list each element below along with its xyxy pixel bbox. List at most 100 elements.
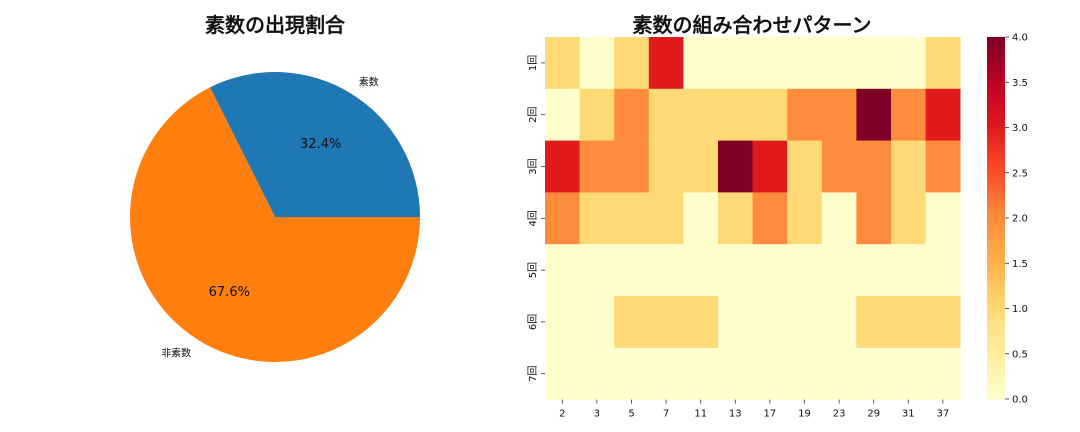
colorbar-tick-label: 0.5 xyxy=(1012,349,1028,360)
heatmap-cell xyxy=(718,140,753,193)
colorbar-segment xyxy=(987,121,1005,125)
colorbar-segment xyxy=(987,40,1005,44)
colorbar-segment xyxy=(987,37,1005,41)
colorbar-segment xyxy=(987,317,1005,321)
pie-slice xyxy=(209,71,421,218)
heatmap-cell xyxy=(787,296,823,349)
heatmap-cell xyxy=(648,296,684,349)
heatmap-cell xyxy=(752,192,788,245)
colorbar-segment xyxy=(987,46,1005,50)
heatmap-cell xyxy=(891,192,926,245)
colorbar-segment xyxy=(987,130,1005,134)
y-tick-label: 3回 xyxy=(527,158,539,174)
heatmap-cell xyxy=(614,88,650,141)
heatmap-cell xyxy=(821,37,857,90)
colorbar-tick-label: 3.0 xyxy=(1012,123,1028,134)
x-tick-label: 5 xyxy=(628,409,634,420)
colorbar-segment xyxy=(987,190,1005,195)
heatmap-cell xyxy=(683,140,719,193)
heatmap-cell xyxy=(821,296,857,349)
heatmap-cell xyxy=(925,296,961,349)
colorbar-segment xyxy=(987,118,1005,122)
heatmap-cell xyxy=(579,244,615,297)
colorbar-segment xyxy=(987,293,1005,297)
colorbar-segment xyxy=(987,109,1005,113)
x-tick-label: 3 xyxy=(594,409,600,420)
colorbar-segment xyxy=(987,323,1005,327)
colorbar-segment xyxy=(987,230,1005,234)
heatmap-cell xyxy=(925,192,961,245)
colorbar-segment xyxy=(987,386,1005,391)
colorbar-segment xyxy=(987,356,1005,361)
colorbar-segment xyxy=(987,205,1005,210)
heatmap-cell xyxy=(856,296,892,349)
colorbar-segment xyxy=(987,353,1005,358)
colorbar-segment xyxy=(987,193,1005,198)
colorbar-segment xyxy=(987,148,1005,153)
heatmap-cell xyxy=(718,37,753,90)
heatmap-cell xyxy=(925,140,961,193)
colorbar-segment xyxy=(987,299,1005,303)
colorbar-segment xyxy=(987,52,1005,56)
heatmap-cell xyxy=(856,140,892,193)
x-tick-label: 11 xyxy=(694,409,707,420)
colorbar-segment xyxy=(987,214,1005,219)
colorbar-segment xyxy=(987,371,1005,376)
colorbar-segment xyxy=(987,67,1005,71)
heatmap-cell xyxy=(787,244,823,297)
colorbar-segment xyxy=(987,97,1005,101)
colorbar-segment xyxy=(987,389,1005,394)
heatmap-cell xyxy=(925,88,961,141)
colorbar-segment xyxy=(987,163,1005,168)
colorbar-segment xyxy=(987,88,1005,92)
colorbar-segment xyxy=(987,263,1005,267)
heatmap-cell xyxy=(856,192,892,245)
colorbar-segment xyxy=(987,242,1005,246)
heatmap-cell xyxy=(648,37,684,90)
heatmap-cell xyxy=(545,88,580,141)
colorbar-segment xyxy=(987,335,1005,340)
heatmap-cell xyxy=(891,88,926,141)
colorbar-segment xyxy=(987,290,1005,294)
colorbar-segment xyxy=(987,296,1005,300)
colorbar-segment xyxy=(987,76,1005,80)
colorbar-segment xyxy=(987,157,1005,162)
colorbar-segment xyxy=(987,85,1005,89)
colorbar-segment xyxy=(987,73,1005,77)
heatmap-cell xyxy=(891,37,926,90)
heatmap-cell xyxy=(718,88,753,141)
colorbar-segment xyxy=(987,178,1005,183)
colorbar-segment xyxy=(987,49,1005,53)
pie-slice xyxy=(129,87,420,362)
colorbar-segment xyxy=(987,224,1005,228)
heatmap-cell xyxy=(683,347,719,400)
colorbar-segment xyxy=(987,233,1005,237)
heatmap-cell xyxy=(718,347,753,400)
heatmap-cell xyxy=(752,244,788,297)
colorbar-segment xyxy=(987,326,1005,331)
colorbar-segment xyxy=(987,374,1005,379)
x-tick-label: 2 xyxy=(559,409,565,420)
colorbar-segment xyxy=(987,236,1005,240)
colorbar-segment xyxy=(987,218,1005,222)
heatmap-panel: 素数の組み合わせパターン 2 3 5 7 11 13 17 19 23 29 31 37 1回2回3回… xyxy=(527,13,1028,420)
heatmap-cell xyxy=(821,88,857,141)
heatmap-y-ticks: 1回 2回 3回 4回 5回 6回 7回 xyxy=(527,55,545,382)
colorbar-segment xyxy=(987,359,1005,364)
colorbar-segment xyxy=(987,383,1005,388)
heatmap-cell xyxy=(579,37,615,90)
colorbar-segment xyxy=(987,308,1005,312)
pie-panel: 素数の出現割合 素数 32.4% 非素数 67.6% xyxy=(129,13,421,362)
y-tick-label: 5回 xyxy=(527,262,539,278)
heatmap-cell xyxy=(683,296,719,349)
colorbar-segment xyxy=(987,392,1005,397)
colorbar-segment xyxy=(987,103,1005,107)
colorbar-segment xyxy=(987,311,1005,315)
heatmap-cell xyxy=(787,347,823,400)
colorbar-segment xyxy=(987,172,1005,177)
heatmap-cell xyxy=(718,192,753,245)
colorbar-tick-label: 4.0 xyxy=(1012,33,1028,44)
colorbar-tick-label: 1.0 xyxy=(1012,304,1028,315)
heatmap-cell xyxy=(787,88,823,141)
